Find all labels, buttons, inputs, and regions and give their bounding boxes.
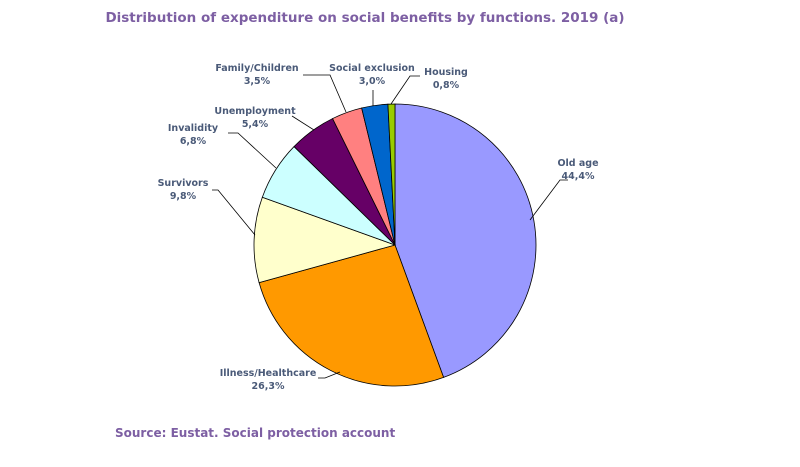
chart-title: Distribution of expenditure on social be…: [105, 10, 625, 26]
slice-label-name: Unemployment: [214, 106, 296, 117]
slice-label-value: 6,8%: [180, 136, 207, 147]
pie-slice-old-age: [394, 103, 537, 378]
slice-label-value: 44,4%: [562, 171, 595, 182]
leader-line-housing: [390, 75, 420, 105]
leader-line-unemployment: [291, 115, 315, 131]
slice-label-name: Social exclusion: [329, 63, 415, 74]
leader-lines: [212, 74, 568, 379]
leader-line-family-children: [303, 74, 347, 113]
slice-label-value: 3,5%: [244, 76, 271, 87]
leader-line-illness-healthcare: [318, 371, 341, 379]
slice-label-value: 26,3%: [252, 381, 285, 392]
slice-label-name: Housing: [424, 67, 468, 78]
pie-slice-housing: [387, 103, 396, 246]
slice-label-name: Survivors: [158, 178, 209, 189]
slice-label-value: 0,8%: [433, 80, 460, 91]
slice-labels: Old age 44,4% Illness/Healthcare 26,3% Survi…: [158, 63, 599, 392]
slice-label-value: 3,0%: [359, 76, 386, 87]
leader-line-old-age: [529, 179, 568, 221]
pie-slice-illness-healthcare: [258, 244, 445, 387]
leader-line-survivors: [212, 189, 256, 236]
source-note: Source: Eustat. Social protection accoun…: [115, 426, 396, 440]
slice-label-value: 5,4%: [242, 119, 269, 130]
slice-label-value: 9,8%: [170, 191, 197, 202]
pie-slice-survivors: [253, 196, 397, 284]
pie-slices: [253, 103, 537, 387]
leader-line-invalidity: [228, 132, 277, 169]
slice-label-name: Family/Children: [215, 63, 299, 74]
slice-label-name: Old age: [557, 158, 598, 169]
slice-label-name: Invalidity: [168, 123, 219, 134]
slice-label-name: Illness/Healthcare: [220, 368, 317, 379]
